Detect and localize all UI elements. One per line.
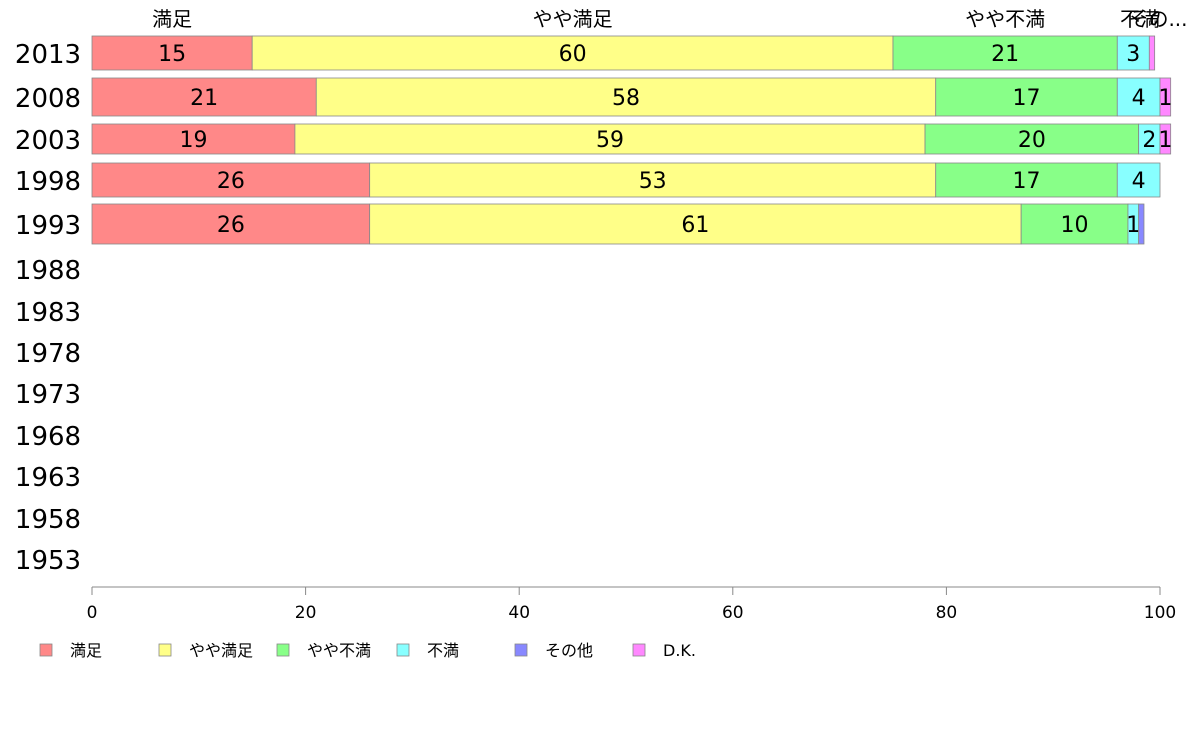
- bar-segment: [369, 162, 937, 198]
- x-tick-label: 60: [722, 603, 744, 623]
- top-category-label: やや満足: [533, 7, 613, 31]
- legend-label: 満足: [70, 641, 102, 660]
- bar-segment: [315, 77, 937, 117]
- data-label: 60: [559, 42, 587, 67]
- bar-segment: [924, 123, 1140, 155]
- legend-label: D.K.: [663, 641, 696, 660]
- legend-label: やや不満: [307, 641, 371, 660]
- legend-label: 不満: [427, 641, 459, 660]
- x-tick-label: 40: [508, 603, 530, 623]
- data-label: 17: [1013, 86, 1041, 111]
- data-label: 1: [1158, 128, 1172, 153]
- bar-segment: [91, 35, 253, 71]
- top-category-label: 不満: [1120, 7, 1160, 31]
- y-tick-label: 1993: [15, 211, 81, 241]
- top-category-label: その...: [1128, 7, 1187, 31]
- bar-segment: [369, 203, 1022, 245]
- bar-segment: [91, 162, 371, 198]
- legend-swatch: [514, 643, 528, 657]
- bar-segment: [935, 77, 1118, 117]
- data-label: 20: [1018, 128, 1046, 153]
- data-label: 10: [1061, 213, 1089, 238]
- y-tick-label: 1968: [15, 422, 81, 452]
- legend-label: その他: [545, 641, 593, 660]
- legend-swatch: [158, 643, 172, 657]
- bar-segment: [91, 203, 371, 245]
- data-label: 21: [190, 86, 218, 111]
- y-tick-label: 1953: [15, 546, 81, 576]
- data-label: 1: [1126, 213, 1140, 238]
- x-tick-label: 100: [1144, 603, 1176, 623]
- legend-swatch: [39, 643, 53, 657]
- data-label: 26: [217, 169, 245, 194]
- bar-segment: [251, 35, 894, 71]
- bar-segment: [91, 77, 317, 117]
- y-tick-label: 2013: [15, 40, 81, 70]
- bar-segment: [1116, 162, 1161, 198]
- data-label: 21: [991, 42, 1019, 67]
- y-tick-label: 1988: [15, 256, 81, 286]
- y-tick-label: 1978: [15, 339, 81, 369]
- legend-swatch: [632, 643, 646, 657]
- data-label: 15: [158, 42, 186, 67]
- y-tick-label: 1983: [15, 298, 81, 328]
- top-category-label: やや不満: [965, 7, 1045, 31]
- bar-segment: [1159, 77, 1172, 117]
- y-tick-label: 2008: [15, 84, 81, 114]
- top-category-label: 満足: [152, 7, 192, 31]
- y-tick-label: 1958: [15, 505, 81, 535]
- data-label: 3: [1126, 42, 1140, 67]
- legend-label: やや満足: [189, 641, 253, 660]
- bar-segment: [1138, 203, 1145, 245]
- data-label: 61: [681, 213, 709, 238]
- y-tick-label: 2003: [15, 126, 81, 156]
- y-tick-label: 1973: [15, 380, 81, 410]
- x-tick-label: 20: [295, 603, 317, 623]
- data-label: 2: [1142, 128, 1156, 153]
- data-label: 1: [1158, 86, 1172, 111]
- bar-segment: [91, 123, 296, 155]
- legend-swatch: [396, 643, 410, 657]
- x-tick-label: 80: [936, 603, 958, 623]
- legend-swatch: [276, 643, 290, 657]
- y-tick-label: 1963: [15, 463, 81, 493]
- data-label: 17: [1013, 169, 1041, 194]
- data-label: 26: [217, 213, 245, 238]
- bar-segment: [294, 123, 926, 155]
- data-label: 58: [612, 86, 640, 111]
- data-label: 19: [179, 128, 207, 153]
- data-label: 53: [639, 169, 667, 194]
- x-tick-label: 0: [87, 603, 98, 623]
- bar-segment: [892, 35, 1118, 71]
- bar-segment: [935, 162, 1118, 198]
- bar-segment: [1116, 77, 1161, 117]
- bar-segment: [1159, 123, 1172, 155]
- data-label: 59: [596, 128, 624, 153]
- data-label: 4: [1132, 169, 1146, 194]
- bar-segment: [1148, 35, 1156, 71]
- data-label: 4: [1132, 86, 1146, 111]
- y-tick-label: 1998: [15, 167, 81, 197]
